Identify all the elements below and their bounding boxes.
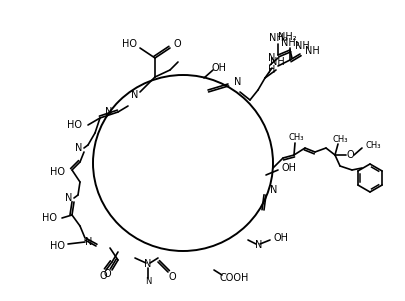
Text: HO: HO: [67, 120, 82, 130]
Text: HO: HO: [50, 241, 65, 251]
Text: NH: NH: [305, 46, 320, 56]
Text: OH: OH: [274, 233, 289, 243]
Text: CH₃: CH₃: [366, 141, 382, 150]
Text: OH: OH: [282, 163, 297, 173]
Text: NH₂: NH₂: [281, 38, 299, 48]
Text: NH₂: NH₂: [269, 33, 287, 43]
Text: N: N: [65, 193, 72, 203]
Text: COOH: COOH: [220, 273, 249, 283]
Text: N: N: [145, 278, 151, 287]
Text: N: N: [131, 90, 138, 100]
Text: N
H: N H: [268, 53, 276, 75]
Text: HO: HO: [50, 167, 65, 177]
Text: O: O: [174, 39, 181, 49]
Text: N: N: [144, 259, 152, 269]
Text: NH₂: NH₂: [278, 32, 296, 42]
Text: O: O: [103, 269, 111, 279]
Text: O: O: [99, 271, 107, 281]
Text: O: O: [168, 272, 176, 282]
Text: CH₃: CH₃: [288, 134, 304, 142]
Text: O: O: [346, 150, 354, 160]
Text: N: N: [85, 237, 92, 247]
Text: CH₃: CH₃: [332, 135, 348, 144]
Text: HO: HO: [42, 213, 57, 223]
Text: OH: OH: [211, 63, 226, 73]
Text: N: N: [234, 77, 241, 87]
Text: N: N: [270, 185, 277, 195]
Text: N: N: [75, 143, 82, 153]
Text: N: N: [104, 107, 112, 117]
Text: NH: NH: [295, 41, 310, 51]
Text: NH: NH: [270, 57, 285, 67]
Text: HO: HO: [122, 39, 137, 49]
Text: N: N: [255, 240, 262, 250]
